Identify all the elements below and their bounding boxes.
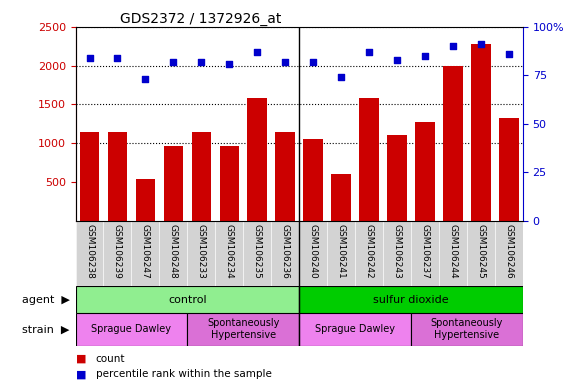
Bar [411,313,523,346]
Text: GSM106243: GSM106243 [393,224,401,279]
Bar [359,98,379,221]
Point [476,41,486,47]
Text: GSM106245: GSM106245 [476,224,486,279]
Text: ■: ■ [76,369,86,379]
Point [421,53,430,59]
Text: Sprague Dawley: Sprague Dawley [315,324,395,334]
Bar [275,132,295,221]
Text: GSM106235: GSM106235 [253,224,262,279]
Text: GSM106233: GSM106233 [197,224,206,279]
Bar [220,146,239,221]
Text: GSM106234: GSM106234 [225,224,234,279]
Text: strain  ▶: strain ▶ [22,324,70,334]
Bar [76,286,299,313]
Bar [299,313,411,346]
Text: ■: ■ [76,354,86,364]
Bar [135,179,155,221]
Point [449,43,458,50]
Text: GSM106236: GSM106236 [281,224,290,279]
Point [141,76,150,82]
Point [504,51,514,57]
Text: GSM106237: GSM106237 [421,224,429,279]
Bar [187,313,299,346]
Bar [499,118,519,221]
Bar [248,98,267,221]
Text: GDS2372 / 1372926_at: GDS2372 / 1372926_at [120,12,282,26]
Bar [164,146,183,221]
Text: GSM106240: GSM106240 [309,224,318,279]
Point [281,59,290,65]
Point [85,55,94,61]
Bar [299,286,523,313]
Bar [192,132,211,221]
Point [225,61,234,67]
Bar [388,136,407,221]
Text: GSM106244: GSM106244 [449,224,457,279]
Point [336,74,346,80]
Text: agent  ▶: agent ▶ [22,295,70,305]
Bar [303,139,323,221]
Text: count: count [96,354,125,364]
Text: GSM106246: GSM106246 [504,224,514,279]
Text: GSM106238: GSM106238 [85,224,94,279]
Bar [107,132,127,221]
Text: Spontaneously
Hypertensive: Spontaneously Hypertensive [207,318,279,340]
Text: sulfur dioxide: sulfur dioxide [373,295,449,305]
Bar [80,132,99,221]
Bar [331,174,351,221]
Text: GSM106242: GSM106242 [365,224,374,279]
Text: Spontaneously
Hypertensive: Spontaneously Hypertensive [431,318,503,340]
Text: GSM106241: GSM106241 [336,224,346,279]
Point [364,49,374,55]
Point [253,49,262,55]
Point [113,55,122,61]
Bar [471,44,491,221]
Text: control: control [168,295,207,305]
Point [197,59,206,65]
Bar [443,66,463,221]
Text: GSM106239: GSM106239 [113,224,122,279]
Point [392,57,401,63]
Text: percentile rank within the sample: percentile rank within the sample [96,369,272,379]
Point [168,59,178,65]
Text: Sprague Dawley: Sprague Dawley [91,324,171,334]
Bar [76,313,187,346]
Point [309,59,318,65]
Bar [415,122,435,221]
Text: GSM106247: GSM106247 [141,224,150,279]
Text: GSM106248: GSM106248 [169,224,178,279]
